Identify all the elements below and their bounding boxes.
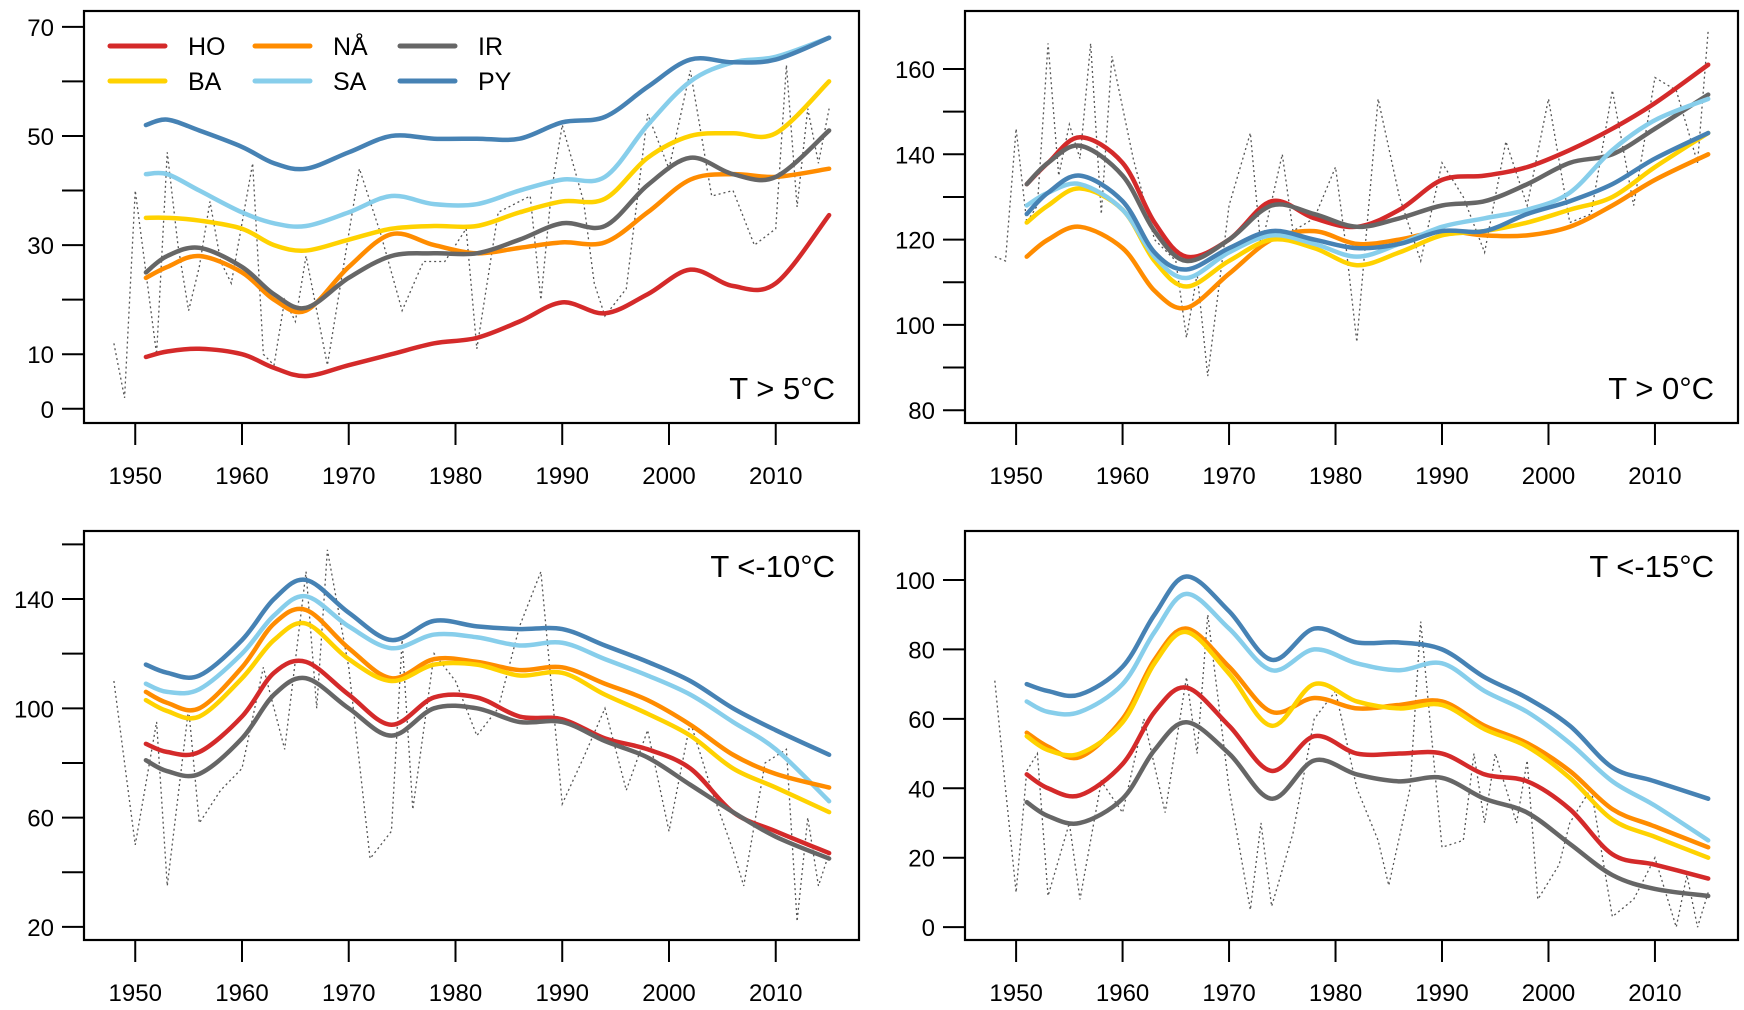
series-line-SA [143, 593, 832, 804]
series-line-PY [143, 35, 832, 172]
y-tick-label: 20 [908, 846, 935, 873]
y-tick-label: 50 [27, 124, 54, 151]
y-tick-label: 100 [895, 313, 935, 340]
plot-frame [963, 529, 1740, 942]
y-tick-label: 140 [14, 587, 54, 614]
series-line-SA [1024, 591, 1711, 843]
x-tick-label: 2000 [1522, 980, 1575, 1007]
series-line-BA [143, 79, 832, 253]
y-tick-label: 20 [27, 915, 54, 942]
x-tick-label: 2000 [642, 463, 695, 490]
series-line-NÅ [143, 166, 832, 315]
x-tick-label: 2010 [749, 980, 802, 1007]
legend-label-PY: PY [478, 68, 512, 96]
x-tick-label: 1970 [322, 463, 375, 490]
x-tick-label: 1950 [109, 980, 162, 1007]
x-tick-label: 1990 [536, 980, 589, 1007]
y-tick-label: 0 [922, 915, 935, 942]
x-tick-label: 1980 [429, 980, 482, 1007]
legend-label-SA: SA [333, 68, 367, 96]
x-tick-label: 1960 [1096, 980, 1149, 1007]
y-tick-label: 60 [908, 707, 935, 734]
series-line-PY [1024, 130, 1711, 272]
x-tick-label: 1950 [989, 980, 1042, 1007]
series-line-BA [1024, 629, 1711, 860]
series-line-HO [1024, 685, 1711, 881]
x-tick-label: 1970 [1202, 463, 1255, 490]
y-tick-label: 100 [895, 568, 935, 595]
series-line-PY [1024, 574, 1711, 801]
x-tick-label: 1990 [1415, 980, 1468, 1007]
x-tick-label: 1950 [109, 463, 162, 490]
x-tick-label: 2000 [642, 980, 695, 1007]
panel-label: T <-10°C [710, 549, 835, 584]
series-line-IR [1024, 720, 1711, 899]
series-line-NÅ [143, 606, 832, 790]
plot-frame [963, 9, 1740, 425]
y-tick-label: 60 [27, 806, 54, 833]
y-tick-label: 0 [41, 397, 54, 424]
x-tick-label: 1950 [989, 463, 1042, 490]
series-line-NÅ [1024, 152, 1711, 311]
observed-series-line [994, 30, 1709, 377]
series-line-SA [143, 35, 832, 229]
x-tick-label: 1980 [429, 463, 482, 490]
x-tick-label: 1990 [536, 463, 589, 490]
series-line-HO [143, 212, 832, 379]
panel-label: T > 5°C [729, 371, 835, 406]
series-line-IR [143, 675, 832, 861]
panel-label: T > 0°C [1608, 371, 1714, 406]
series-line-IR [143, 128, 832, 311]
panel-label: T <-15°C [1589, 549, 1714, 584]
legend: HO NÅ IR BA SA PY [107, 31, 512, 96]
y-tick-label: 140 [895, 142, 935, 169]
x-tick-label: 2010 [749, 463, 802, 490]
series-line-PY [143, 577, 832, 758]
legend-label-BA: BA [188, 68, 222, 96]
legend-label-NÅ: NÅ [333, 31, 368, 61]
legend-label-HO: HO [188, 33, 226, 61]
y-tick-label: 40 [908, 776, 935, 803]
x-tick-label: 1960 [215, 463, 268, 490]
observed-series-line [113, 64, 830, 399]
y-tick-label: 120 [895, 228, 935, 255]
x-tick-label: 2010 [1628, 980, 1681, 1007]
y-tick-label: 70 [27, 15, 54, 42]
plot-frame [82, 9, 861, 425]
x-tick-label: 2010 [1628, 463, 1681, 490]
y-tick-label: 30 [27, 233, 54, 260]
chart-panel-1: 1950 1960 1970 1980 1990 2000 2010 0 10 30 50 70 T >… [27, 9, 861, 490]
y-tick-label: 160 [895, 57, 935, 84]
series-line-BA [143, 620, 832, 815]
series-line-SA [1024, 96, 1711, 281]
series-line-HO [143, 658, 832, 856]
chart-panel-2: 1950 1960 1970 1980 1990 2000 2010 80 100 120 140 1… [895, 9, 1740, 490]
y-tick-label: 80 [908, 398, 935, 425]
x-tick-label: 1970 [1202, 980, 1255, 1007]
series-line-IR [1024, 92, 1711, 264]
x-tick-label: 1960 [1096, 463, 1149, 490]
x-tick-label: 1980 [1309, 463, 1362, 490]
x-tick-label: 1990 [1415, 463, 1468, 490]
x-tick-label: 1980 [1309, 980, 1362, 1007]
y-tick-label: 10 [27, 342, 54, 369]
y-tick-label: 100 [14, 696, 54, 723]
chart-panel-3: 1950 1960 1970 1980 1990 2000 2010 20 60 100 140 T … [14, 529, 861, 1007]
series-line-HO [1024, 62, 1711, 260]
x-tick-label: 2000 [1522, 463, 1575, 490]
x-tick-label: 1960 [215, 980, 268, 1007]
observed-series-line [994, 614, 1709, 928]
x-tick-label: 1970 [322, 980, 375, 1007]
y-tick-label: 80 [908, 637, 935, 664]
plot-frame [82, 529, 861, 942]
chart-panel-4: 1950 1960 1970 1980 1990 2000 2010 0 20 40 60 80 100… [895, 529, 1740, 1007]
legend-label-IR: IR [478, 33, 503, 61]
